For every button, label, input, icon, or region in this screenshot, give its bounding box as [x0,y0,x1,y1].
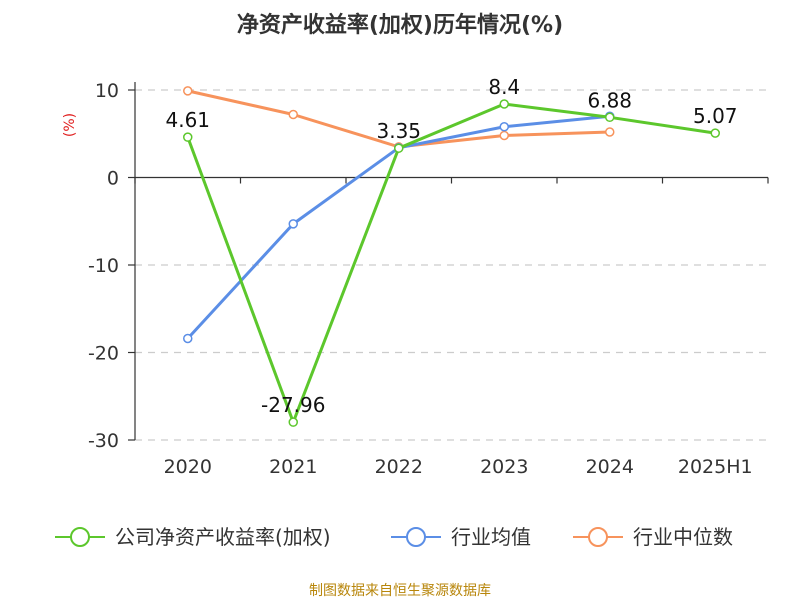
data-label: 8.4 [488,75,520,99]
series-lines [183,86,720,427]
legend-label: 行业均值 [451,525,531,549]
axes [128,82,769,441]
data-point [183,86,193,96]
chart-title: 净资产收益率(加权)历年情况(%) [237,12,563,38]
tick-labels: 10 0 -10 -20 -30 2020 2021 2022 2023 2024 2025H1 [88,80,753,478]
data-point [394,143,404,153]
y-tick-label: -20 [88,343,119,365]
data-point [183,333,193,344]
data-label: 4.61 [165,108,210,132]
y-tick-label: -10 [88,255,119,277]
data-label: 5.07 [693,104,738,128]
data-point [288,109,298,120]
data-point [605,112,615,123]
data-point [183,132,193,142]
series-line [186,102,716,424]
y-tick-label: 10 [95,80,119,102]
data-label: 6.88 [587,88,632,112]
x-tick-label: 2021 [269,456,317,478]
data-label: 3.35 [376,119,421,143]
data-point [499,130,509,141]
data-label: -27.96 [261,393,325,417]
grid-lines [135,89,768,441]
data-point [605,127,615,137]
source-note: 制图数据来自恒生聚源数据库 [309,583,491,599]
data-point [288,219,298,229]
legend-marker [588,527,608,547]
legend-label: 公司净资产收益率(加权) [115,525,331,549]
data-point [710,128,720,138]
data-labels: 4.61 -27.96 3.35 8.4 6.88 5.07 [165,75,737,417]
x-tick-label: 2024 [586,456,634,478]
y-axis-unit: (%) [62,113,78,137]
x-tick-label: 2025H1 [678,456,753,478]
data-point [499,99,509,109]
x-tick-label: 2023 [480,456,528,478]
y-tick-label: 0 [107,168,119,190]
data-point [499,122,509,132]
x-tick-label: 2022 [375,456,423,478]
legend-label: 行业中位数 [633,525,733,549]
data-point [288,417,298,427]
legend-marker [70,527,90,547]
x-tick-label: 2020 [164,456,212,478]
y-tick-label: -30 [88,430,119,452]
legend-marker [406,527,426,547]
legend: 公司净资产收益率(加权) 行业均值 行业中位数 [55,525,733,549]
